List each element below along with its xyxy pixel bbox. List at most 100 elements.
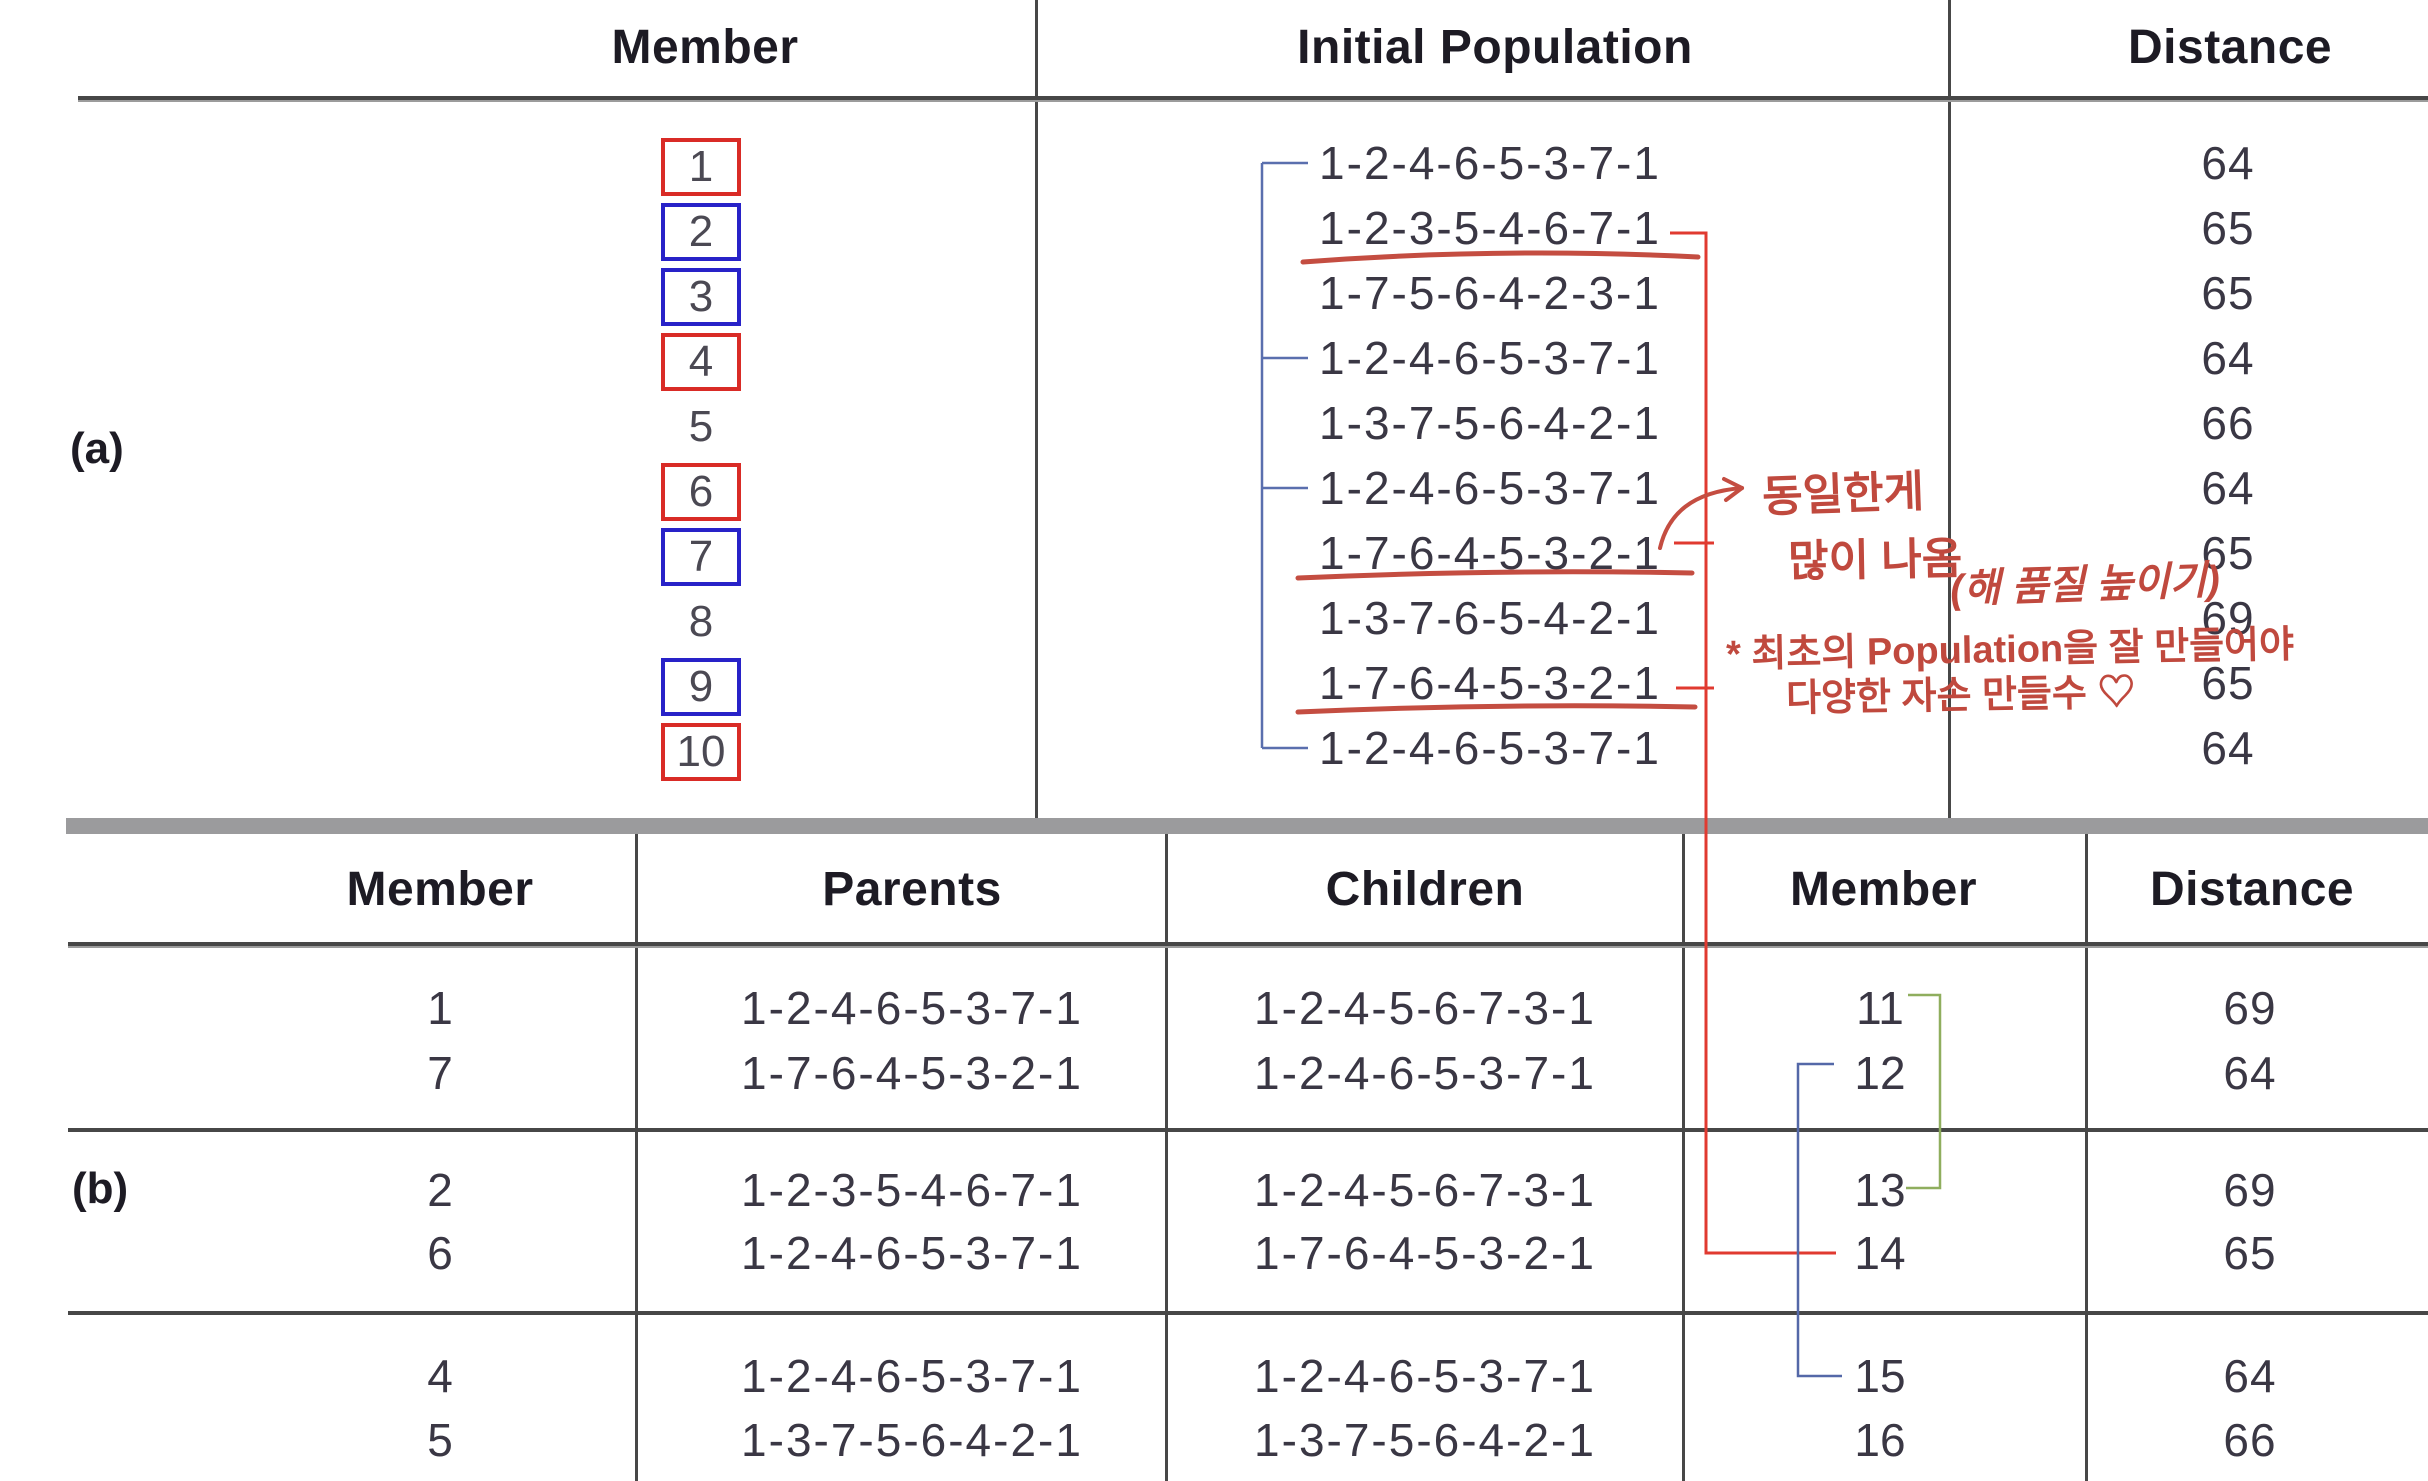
population-sequence: 1-7-6-4-5-3-2-1: [1319, 527, 1661, 579]
table-a-header-member: Member: [611, 21, 799, 74]
table-a-divider-2: [1948, 0, 1951, 818]
child-sequence: 1-2-4-6-5-3-7-1: [1254, 1350, 1596, 1402]
child-sequence: 1-2-4-5-6-7-3-1: [1254, 982, 1596, 1034]
distance-value: 65: [2201, 267, 2255, 319]
child-member: 16: [1854, 1414, 1906, 1466]
table-b-row: 1 1-2-4-6-5-3-7-1 1-2-4-5-6-7-3-1 11 69: [0, 979, 2428, 1037]
table-a-row: 1 1-2-4-6-5-3-7-1 64: [0, 134, 2428, 196]
distance-value: 66: [2223, 1414, 2277, 1466]
table-b-row: 2 1-2-3-5-4-6-7-1 1-2-4-5-6-7-3-1 13 69: [0, 1161, 2428, 1219]
distance-value: 64: [2201, 722, 2255, 774]
population-sequence: 1-3-7-5-6-4-2-1: [1319, 397, 1661, 449]
parent-sequence: 1-7-6-4-5-3-2-1: [741, 1047, 1083, 1099]
child-member: 14: [1854, 1227, 1906, 1279]
table-a-row: 9 1-7-6-4-5-3-2-1 65: [0, 654, 2428, 716]
population-sequence: 1-3-7-6-5-4-2-1: [1319, 592, 1661, 644]
parent-member: 1: [427, 982, 453, 1034]
table-a-header-rule: [78, 96, 2428, 102]
table-a-row: 3 1-7-5-6-4-2-3-1 65: [0, 264, 2428, 326]
distance-value: 69: [2223, 982, 2277, 1034]
distance-value: 65: [2223, 1227, 2277, 1279]
member-number-box: 3: [661, 267, 741, 326]
member-number: 8: [688, 596, 714, 646]
distance-value: 64: [2201, 462, 2255, 514]
parent-sequence: 1-2-4-6-5-3-7-1: [741, 982, 1083, 1034]
handwritten-note-quality: (해 품질 높이기): [1949, 558, 2221, 612]
handwritten-note-population-line2: 다양한 자손 만들수 ♡: [1785, 671, 2136, 721]
table-a-row: 2 1-2-3-5-4-6-7-1 65: [0, 199, 2428, 261]
table-b-divider-4: [2085, 834, 2088, 1481]
member-number-box: 6: [661, 462, 741, 521]
child-member: 11: [1856, 982, 1904, 1034]
population-sequence: 1-2-4-6-5-3-7-1: [1319, 722, 1661, 774]
member-number-box: 9: [661, 657, 741, 716]
population-sequence: 1-2-4-6-5-3-7-1: [1319, 137, 1661, 189]
table-a-row: 8 1-3-7-6-5-4-2-1 69: [0, 589, 2428, 647]
table-b-row: 6 1-2-4-6-5-3-7-1 1-7-6-4-5-3-2-1 14 65: [0, 1224, 2428, 1282]
population-sequence: 1-2-4-6-5-3-7-1: [1319, 462, 1661, 514]
distance-value: 69: [2201, 592, 2255, 644]
child-member: 12: [1854, 1047, 1906, 1099]
table-b-header-member2: Member: [1790, 863, 1978, 916]
distance-value: 66: [2201, 397, 2255, 449]
panel-label-b: (b): [72, 1164, 129, 1213]
table-b-group-separator-2: [68, 1311, 2428, 1315]
parent-sequence: 1-2-4-6-5-3-7-1: [741, 1227, 1083, 1279]
parent-member: 7: [427, 1047, 453, 1099]
handwritten-note-duplicates-line1: 동일한게: [1761, 467, 1925, 522]
distance-value: 64: [2201, 137, 2255, 189]
distance-value: 64: [2223, 1350, 2277, 1402]
child-sequence: 1-2-4-6-5-3-7-1: [1254, 1047, 1596, 1099]
member-number-box: 10: [661, 722, 741, 781]
table-separator-band: [66, 818, 2428, 834]
distance-value: 69: [2223, 1164, 2277, 1216]
table-b-header-member: Member: [346, 863, 534, 916]
distance-value: 65: [2201, 202, 2255, 254]
distance-value: 64: [2223, 1047, 2277, 1099]
table-b-row: 5 1-3-7-5-6-4-2-1 1-3-7-5-6-4-2-1 16 66: [0, 1411, 2428, 1469]
handwritten-note-duplicates-line2: 많이 나옴: [1787, 534, 1963, 587]
table-b-header-parents: Parents: [822, 863, 1002, 916]
table-b-divider-1: [635, 834, 638, 1481]
member-number: 5: [688, 401, 714, 451]
member-number-box: 4: [661, 332, 741, 391]
table-b-header-children: Children: [1325, 863, 1525, 916]
member-number-box: 2: [661, 202, 741, 261]
table-a-row: 4 1-2-4-6-5-3-7-1 64: [0, 329, 2428, 391]
parent-sequence: 1-2-3-5-4-6-7-1: [741, 1164, 1083, 1216]
panel-label-a: (a): [70, 424, 124, 473]
population-sequence: 1-7-5-6-4-2-3-1: [1319, 267, 1661, 319]
parent-sequence: 1-3-7-5-6-4-2-1: [741, 1414, 1083, 1466]
blue-connector-line: [1796, 1062, 1842, 1378]
table-a-row: 6 1-2-4-6-5-3-7-1 64: [0, 459, 2428, 521]
table-b-header-rule: [68, 942, 2428, 948]
table-a-divider-1: [1035, 0, 1038, 818]
population-sequence: 1-7-6-4-5-3-2-1: [1319, 657, 1661, 709]
table-a-header-distance: Distance: [2128, 21, 2333, 74]
table-a-row: 5 1-3-7-5-6-4-2-1 66: [0, 394, 2428, 452]
child-sequence: 1-2-4-5-6-7-3-1: [1254, 1164, 1596, 1216]
table-b-row: 4 1-2-4-6-5-3-7-1 1-2-4-6-5-3-7-1 15 64: [0, 1347, 2428, 1405]
child-member: 15: [1854, 1350, 1906, 1402]
population-sequence: 1-2-3-5-4-6-7-1: [1319, 202, 1661, 254]
table-b-row: 7 1-7-6-4-5-3-2-1 1-2-4-6-5-3-7-1 12 64: [0, 1044, 2428, 1102]
table-a-header-population: Initial Population: [1297, 21, 1693, 74]
distance-value: 65: [2201, 657, 2255, 709]
child-sequence: 1-3-7-5-6-4-2-1: [1254, 1414, 1596, 1466]
child-sequence: 1-7-6-4-5-3-2-1: [1254, 1227, 1596, 1279]
parent-member: 4: [427, 1350, 453, 1402]
distance-value: 64: [2201, 332, 2255, 384]
parent-member: 6: [427, 1227, 453, 1279]
child-member: 13: [1854, 1164, 1906, 1216]
parent-member: 5: [427, 1414, 453, 1466]
table-a-row: 10 1-2-4-6-5-3-7-1 64: [0, 719, 2428, 781]
member-number-box: 7: [661, 527, 741, 586]
population-sequence: 1-2-4-6-5-3-7-1: [1319, 332, 1661, 384]
table-b-header-distance: Distance: [2150, 863, 2355, 916]
table-b-group-separator-1: [68, 1128, 2428, 1132]
parent-sequence: 1-2-4-6-5-3-7-1: [741, 1350, 1083, 1402]
distance-value: 65: [2201, 527, 2255, 579]
parent-member: 2: [427, 1164, 453, 1216]
table-b-divider-2: [1165, 834, 1168, 1481]
